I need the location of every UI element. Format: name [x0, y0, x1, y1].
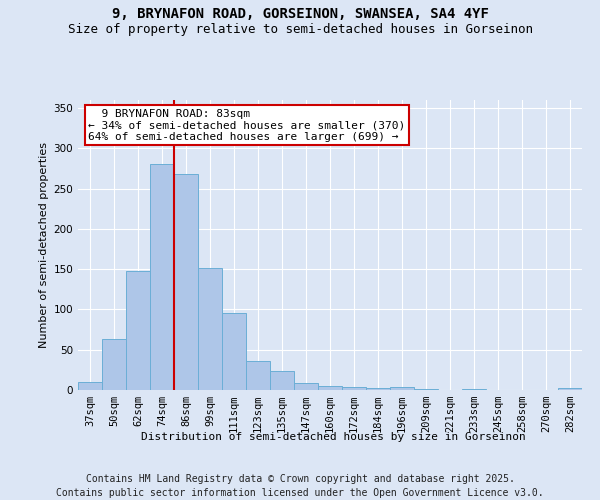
Bar	[150, 164, 174, 390]
Bar	[342, 387, 366, 390]
Bar	[558, 388, 582, 390]
Bar	[102, 339, 126, 390]
Bar	[198, 268, 222, 390]
Text: 9 BRYNAFON ROAD: 83sqm  
← 34% of semi-detached houses are smaller (370)
64% of : 9 BRYNAFON ROAD: 83sqm ← 34% of semi-det…	[88, 108, 406, 142]
Bar	[126, 271, 150, 390]
Bar	[270, 370, 294, 390]
Bar	[414, 389, 438, 390]
Text: Contains HM Land Registry data © Crown copyright and database right 2025.
Contai: Contains HM Land Registry data © Crown c…	[56, 474, 544, 498]
Bar	[390, 387, 414, 390]
Bar	[462, 389, 486, 390]
Bar	[174, 174, 198, 390]
Bar	[246, 361, 270, 390]
Bar	[78, 382, 102, 390]
Text: 9, BRYNAFON ROAD, GORSEINON, SWANSEA, SA4 4YF: 9, BRYNAFON ROAD, GORSEINON, SWANSEA, SA…	[112, 8, 488, 22]
Bar	[222, 314, 246, 390]
Y-axis label: Number of semi-detached properties: Number of semi-detached properties	[39, 142, 49, 348]
Bar	[366, 388, 390, 390]
Bar	[294, 383, 318, 390]
Text: Distribution of semi-detached houses by size in Gorseinon: Distribution of semi-detached houses by …	[140, 432, 526, 442]
Text: Size of property relative to semi-detached houses in Gorseinon: Size of property relative to semi-detach…	[67, 22, 533, 36]
Bar	[318, 386, 342, 390]
